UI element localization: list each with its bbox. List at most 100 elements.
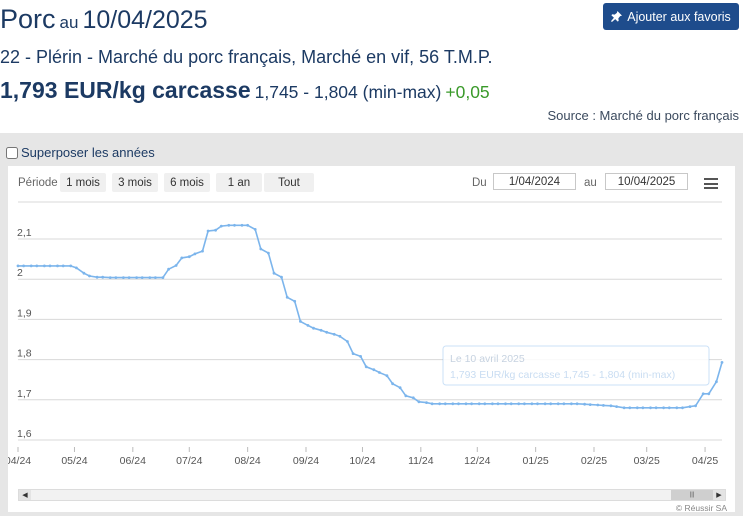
price-point [496,402,500,406]
price-point [662,406,665,410]
price-point [29,264,33,268]
price-point [346,340,349,343]
price-point [293,299,297,303]
zoom-1-year-button[interactable]: 1 an [216,173,262,192]
price-point [233,223,236,227]
to-date-input[interactable]: 10/04/2025 [605,173,688,190]
price-point [615,405,618,408]
y-tick-label: 1,6 [17,428,32,440]
price-point [635,406,639,410]
price-date: 10/04/2025 [82,6,208,34]
add-favorite-button[interactable]: Ajouter aux favoris [603,3,739,30]
zoom-1-month-button[interactable]: 1 mois [60,173,106,192]
price-point [285,295,289,299]
price-point [575,402,579,406]
x-tick-label: 11/24 [408,455,434,467]
overlay-years-checkbox[interactable] [6,146,18,159]
x-tick-label: 01/25 [523,455,549,467]
from-date-input[interactable]: 1/04/2024 [493,173,576,190]
navigator-scrollbar[interactable]: ◀ ||| ▶ [18,489,726,501]
price-point [299,320,302,323]
title-row: Porc au 10/04/2025 [0,4,208,35]
price-point [701,392,705,396]
price-point [694,404,697,408]
price-point [549,402,553,406]
price-point [206,229,210,233]
price-point [135,276,138,279]
chart-container: Période 1 mois 3 mois 6 mois 1 an Tout D… [8,166,735,513]
date-prefix: au [59,13,79,32]
zoom-6-months-button[interactable]: 6 mois [164,173,210,192]
price-point [43,264,46,268]
period-label: Période [18,177,58,189]
from-label: Du [472,177,487,189]
price-point [267,251,270,255]
price-point [95,275,99,279]
price-point [187,255,191,259]
price-point [588,403,592,406]
price-point [259,247,263,251]
x-tick-label: 12/24 [464,455,490,467]
x-tick-label: 05/24 [61,455,87,467]
overlay-years-toggle[interactable]: Superposer les années [6,145,155,160]
x-tick-label: 04/24 [8,455,31,467]
price-line-chart: 1,6 1,7 1,8 1,9 2 2,1 04/24 05/24 06/24 07/24 08/2… [8,201,724,467]
scroll-left-arrow[interactable]: ◀ [19,490,31,500]
price-point [562,402,566,406]
x-tick-label: 02/25 [581,455,607,467]
price-point [161,276,165,279]
price-point [364,365,368,369]
to-label: au [584,177,597,189]
price-point [504,402,507,406]
y-tick-label: 1,8 [17,348,32,360]
price-point [280,275,283,279]
price-point [246,223,250,227]
price-point [398,386,402,390]
price-point [654,406,658,410]
chart-panel: Superposer les années Période 1 mois 3 m… [0,133,743,516]
price-point [148,276,152,279]
scroll-right-arrow[interactable]: ▶ [713,490,725,500]
price-point [167,267,171,271]
price-range: 1,745 - 1,804 (min-max) [254,82,442,102]
price-point [649,406,652,410]
overlay-years-label: Superposer les années [21,145,155,160]
price-point [425,401,428,404]
credits: © Réussir SA [675,503,727,513]
x-tick-label: 07/24 [176,455,202,467]
price-point [602,404,605,407]
zoom-3-months-button[interactable]: 3 mois [112,173,158,192]
price-value: 1,793 EUR/kg carcasse [0,77,251,103]
price-point [707,392,711,396]
price-point [491,402,494,406]
price-point [457,402,460,406]
scrollbar-thumb[interactable]: ||| [671,490,713,500]
price-point [351,352,355,355]
price-point [48,264,52,268]
price-point [108,276,112,279]
price-point [688,405,692,408]
chart-tooltip: Le 10 avril 2025 1,793 EUR/kg carcasse 1… [442,345,710,386]
price-point [443,402,447,406]
pin-icon [611,11,623,22]
price-point [385,374,389,378]
price-change: +0,05 [445,82,490,102]
x-tick-label: 04/25 [692,455,718,467]
price-point [536,402,539,406]
price-point [61,264,65,268]
x-tick-label: 06/24 [120,455,146,467]
price-point [556,402,560,406]
price-row: 1,793 EUR/kg carcasse 1,745 - 1,804 (min-… [0,77,490,104]
price-point [219,224,223,228]
price-point [154,276,157,279]
price-point [306,324,310,327]
price-point [16,264,20,268]
price-point [641,406,645,410]
price-point [312,326,315,330]
price-point [438,402,441,406]
y-tick-label: 1,7 [17,388,32,400]
chart-menu-icon[interactable] [704,178,718,189]
zoom-all-button[interactable]: Tout [264,173,314,192]
x-tick-label: 08/24 [235,455,261,467]
market-subtitle: 22 - Plérin - Marché du porc français, M… [0,47,493,67]
